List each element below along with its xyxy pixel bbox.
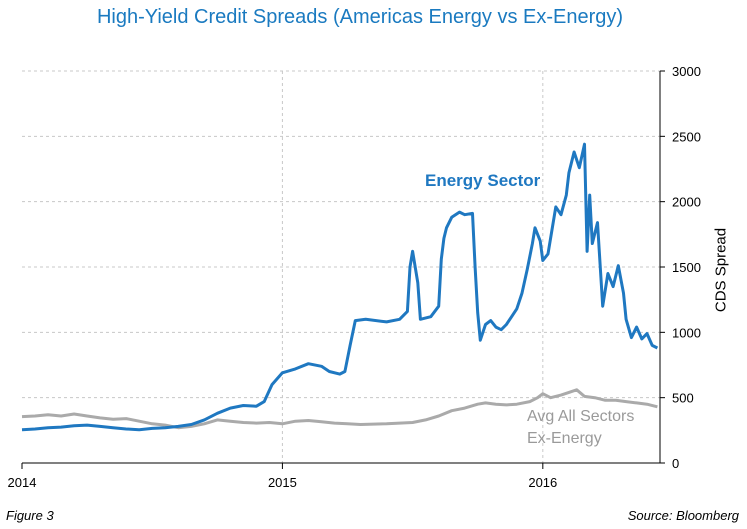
ex-energy-line [21, 388, 658, 430]
series-lines [21, 142, 659, 432]
energy-sector-label: Energy Sector [425, 171, 541, 190]
x-tick-label: 2015 [268, 475, 297, 490]
y-axis-label: CDS Spread [712, 227, 730, 313]
y-tick-label: 1500 [672, 260, 701, 275]
x-tick-label: 2016 [528, 475, 557, 490]
energy-sector-line [21, 142, 659, 432]
y-tick-label: 3000 [672, 64, 701, 79]
annotations: Energy Sector Avg All Sectors Ex-Energy [425, 171, 634, 447]
chart-title: High-Yield Credit Spreads (Americas Ener… [96, 6, 624, 28]
source-note: Source: Bloomberg [627, 508, 739, 523]
y-tick-label: 1000 [672, 325, 701, 340]
y-tick-label: 2500 [672, 129, 701, 144]
figure-label: Figure 3 [6, 508, 54, 523]
axes [21, 70, 665, 469]
gridlines [22, 70, 660, 463]
y-tick-label: 2000 [672, 195, 701, 210]
y-tick-label: 500 [672, 391, 694, 406]
ex-energy-label-line2: Ex-Energy [527, 430, 602, 447]
y-tick-label: 0 [672, 456, 679, 471]
tick-labels: 0 500 1000 1500 2000 2500 3000 2014 2015 2016 [8, 64, 701, 490]
x-tick-label: 2014 [8, 475, 37, 490]
ex-energy-label-line1: Avg All Sectors [527, 408, 634, 425]
